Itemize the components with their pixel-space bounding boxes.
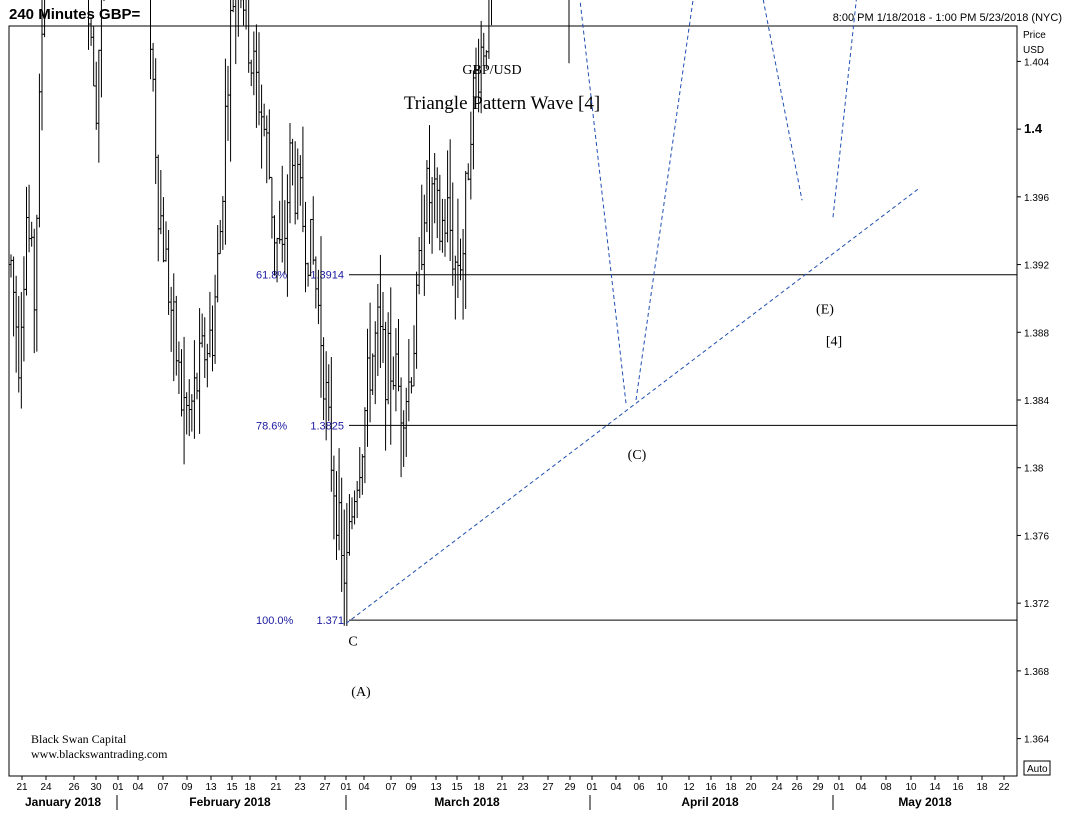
projection-lines (345, 0, 920, 624)
x-tick-label: 26 (791, 782, 803, 793)
x-tick-label: 16 (952, 782, 964, 793)
y-tick-label: 1.364 (1024, 735, 1049, 746)
x-tick-label: 29 (564, 782, 576, 793)
wave-label: [4] (826, 335, 842, 350)
projection-segment (635, 0, 694, 401)
x-tick-label: 08 (880, 782, 892, 793)
projection-segment (832, 0, 857, 218)
y-tick-label: 1.384 (1024, 396, 1049, 407)
x-tick-label: 15 (226, 782, 238, 793)
chart-title: 240 Minutes GBP= (9, 6, 141, 23)
projection-segment (762, 0, 803, 201)
price-axis-caption: Price (1023, 30, 1046, 41)
x-tick-label: 27 (542, 782, 554, 793)
x-tick-label: 04 (610, 782, 622, 793)
headline-label: Triangle Pattern Wave [4] (404, 93, 600, 114)
fib-percent: 61.8% (256, 270, 287, 282)
x-tick-label: 09 (181, 782, 193, 793)
month-label: February 2018 (189, 795, 271, 809)
x-tick-label: 01 (833, 782, 845, 793)
x-tick-label: 01 (340, 782, 352, 793)
x-tick-label: 18 (725, 782, 737, 793)
x-tick-label: 14 (929, 782, 941, 793)
fib-price: 1.371 (316, 615, 344, 627)
x-tick-label: 18 (976, 782, 988, 793)
fib-percent: 78.6% (256, 420, 287, 432)
y-tick-label: 1.392 (1024, 261, 1049, 272)
x-tick-label: 10 (905, 782, 917, 793)
x-tick-label: 23 (294, 782, 306, 793)
x-tick-label: 01 (112, 782, 124, 793)
x-tick-label: 27 (319, 782, 331, 793)
x-tick-label: 18 (473, 782, 485, 793)
x-tick-label: 04 (855, 782, 867, 793)
wave-label: C (348, 634, 357, 649)
x-tick-label: 16 (705, 782, 717, 793)
y-tick-label: 1.408 (1024, 0, 1049, 1)
auto-scale-label[interactable]: Auto (1027, 764, 1048, 775)
brand-name: Black Swan Capital (31, 732, 127, 746)
x-tick-label: 29 (812, 782, 824, 793)
month-label: May 2018 (898, 795, 952, 809)
price-axis: 1.364 1.368 1.372 1.376 1.38 1.384 1.388 1.392 1… (1017, 0, 1049, 746)
x-tick-label: 06 (633, 782, 645, 793)
x-tick-label: 10 (656, 782, 668, 793)
date-axis: 21 24 26 30 01 04 07 09 13 15 18 21 23 27 01 04 07 09 13 15… (16, 776, 1010, 810)
x-tick-label: 22 (998, 782, 1010, 793)
x-tick-label: 07 (157, 782, 169, 793)
x-tick-label: 01 (586, 782, 598, 793)
y-tick-label: 1.4 (1024, 121, 1043, 136)
x-tick-label: 24 (40, 782, 52, 793)
brand-url: www.blackswantrading.com (31, 747, 168, 761)
x-tick-label: 04 (132, 782, 144, 793)
fib-price: 1.3825 (310, 420, 344, 432)
x-tick-label: 18 (244, 782, 256, 793)
y-tick-label: 1.388 (1024, 328, 1049, 339)
x-tick-label: 13 (205, 782, 217, 793)
y-tick-label: 1.368 (1024, 667, 1049, 678)
x-tick-label: 21 (270, 782, 282, 793)
y-tick-label: 1.396 (1024, 193, 1049, 204)
y-tick-label: 1.372 (1024, 599, 1049, 610)
x-tick-label: 21 (16, 782, 28, 793)
wave-label: (E) (816, 303, 834, 318)
currency-axis-caption: USD (1023, 45, 1044, 56)
wave-label: (A) (351, 685, 371, 700)
x-tick-label: 12 (683, 782, 695, 793)
x-tick-label: 23 (517, 782, 529, 793)
x-tick-label: 21 (496, 782, 508, 793)
x-tick-label: 26 (68, 782, 80, 793)
y-tick-label: 1.376 (1024, 531, 1049, 542)
x-tick-label: 20 (745, 782, 757, 793)
wave-labels: [3](B)(D)[5]C(A)(C)(E)[4] (348, 303, 842, 701)
y-tick-label: 1.404 (1024, 57, 1049, 68)
x-tick-label: 07 (385, 782, 397, 793)
date-range: 8:00 PM 1/18/2018 - 1:00 PM 5/23/2018 (N… (833, 12, 1062, 24)
projection-segment (579, 0, 627, 404)
x-tick-label: 09 (405, 782, 417, 793)
month-label: March 2018 (434, 795, 500, 809)
wave-label: (C) (628, 448, 647, 463)
month-label: April 2018 (681, 795, 739, 809)
x-tick-label: 15 (451, 782, 463, 793)
x-tick-label: 13 (430, 782, 442, 793)
y-tick-label: 1.38 (1024, 464, 1044, 475)
x-tick-label: 24 (771, 782, 783, 793)
price-bars (9, 0, 570, 627)
plot-frame (8, 25, 1018, 777)
fib-percent: 100.0% (256, 615, 294, 627)
x-tick-label: 04 (358, 782, 370, 793)
auto-scale-box[interactable] (1023, 760, 1051, 776)
fibonacci-levels: 0.0%1.424461.8%1.391478.6%1.3825100.0%1.… (256, 270, 1017, 627)
month-label: January 2018 (25, 795, 101, 809)
x-tick-label: 30 (90, 782, 102, 793)
triangle-trendline (345, 187, 920, 624)
pair-label: GBP/USD (462, 63, 521, 78)
